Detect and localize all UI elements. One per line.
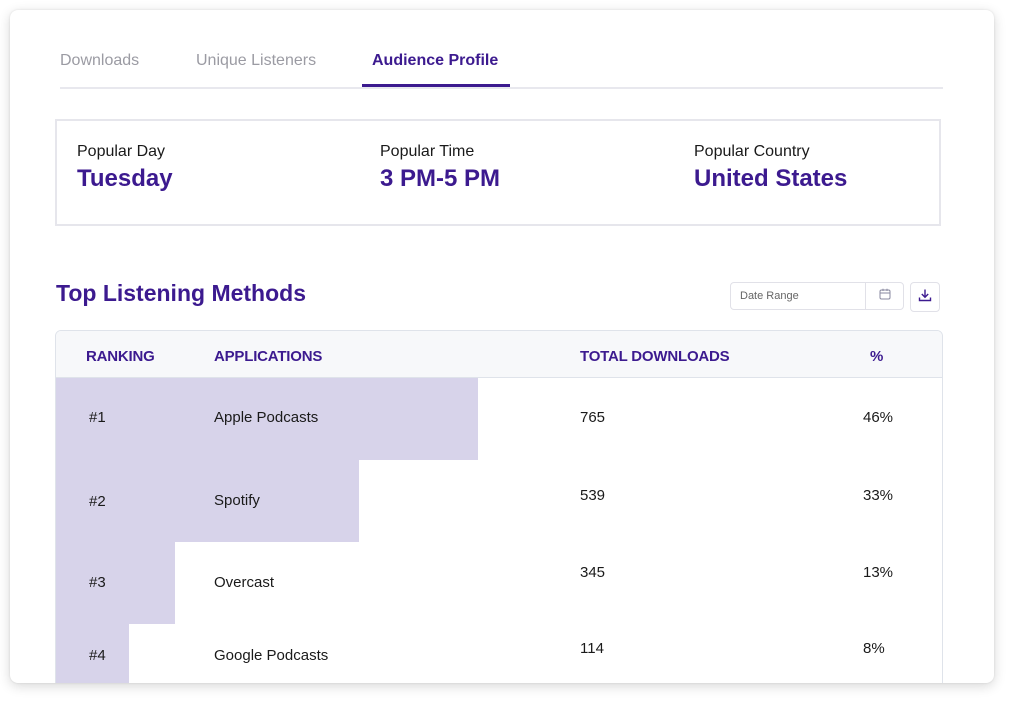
percent-cell: 13%	[863, 564, 894, 581]
listening-methods-table: RANKING APPLICATIONS TOTAL DOWNLOADS % #…	[55, 330, 943, 683]
table-row[interactable]: #4 Google Podcasts 114 8%	[56, 624, 942, 683]
stats-panel: Popular Day Tuesday Popular Time 3 PM-5 …	[55, 119, 941, 226]
tab-unique-listeners[interactable]: Unique Listeners	[196, 52, 317, 69]
rank-cell: #1	[89, 409, 106, 426]
header-total-downloads[interactable]: TOTAL DOWNLOADS	[580, 348, 730, 365]
tab-downloads[interactable]: Downloads	[60, 52, 140, 69]
date-range-input[interactable]	[731, 283, 867, 309]
stat-popular-country: Popular Country United States	[694, 143, 847, 193]
header-ranking[interactable]: RANKING	[86, 348, 155, 365]
stat-value: Tuesday	[77, 165, 173, 192]
header-percent[interactable]: %	[870, 348, 884, 365]
stat-popular-day: Popular Day Tuesday	[77, 143, 173, 193]
stat-label: Popular Time	[380, 143, 475, 160]
table-row[interactable]: #2 Spotify 539 33%	[56, 460, 942, 542]
stat-popular-time: Popular Time 3 PM-5 PM	[380, 143, 500, 193]
stat-label: Popular Country	[694, 143, 810, 160]
percent-cell: 33%	[863, 487, 894, 504]
audience-card: Downloads Unique Listeners Audience Prof…	[10, 10, 994, 683]
table-row[interactable]: #1 Apple Podcasts 765 46%	[56, 378, 942, 460]
application-cell: Apple Podcasts	[214, 409, 319, 426]
download-icon	[918, 288, 932, 307]
share-bar	[56, 624, 129, 683]
active-tab-indicator	[362, 84, 510, 87]
table-row[interactable]: #3 Overcast 345 13%	[56, 542, 942, 624]
header-applications[interactable]: APPLICATIONS	[214, 348, 323, 365]
stat-value: 3 PM-5 PM	[380, 165, 501, 192]
rank-cell: #2	[89, 493, 106, 510]
application-cell: Spotify	[214, 492, 260, 509]
rank-cell: #3	[89, 574, 106, 591]
application-cell: Overcast	[214, 574, 275, 591]
application-cell: Google Podcasts	[214, 647, 329, 664]
downloads-cell: 114	[580, 640, 604, 657]
downloads-cell: 765	[580, 409, 606, 426]
downloads-cell: 539	[580, 487, 606, 504]
tab-bar: Downloads Unique Listeners Audience Prof…	[60, 10, 943, 89]
date-range-picker[interactable]	[730, 282, 904, 310]
calendar-button[interactable]	[865, 283, 903, 309]
share-bar	[56, 460, 359, 542]
stat-label: Popular Day	[77, 143, 166, 160]
downloads-cell: 345	[580, 564, 606, 581]
table-header: RANKING APPLICATIONS TOTAL DOWNLOADS %	[56, 331, 942, 378]
section-title: Top Listening Methods	[56, 280, 306, 306]
tab-audience-profile[interactable]: Audience Profile	[372, 52, 499, 69]
download-button[interactable]	[910, 282, 940, 312]
stat-value: United States	[694, 165, 848, 192]
percent-cell: 46%	[863, 409, 894, 426]
share-bar	[56, 542, 175, 624]
rank-cell: #4	[89, 647, 106, 664]
share-bar	[56, 378, 478, 460]
percent-cell: 8%	[863, 640, 885, 657]
calendar-icon	[879, 287, 891, 305]
